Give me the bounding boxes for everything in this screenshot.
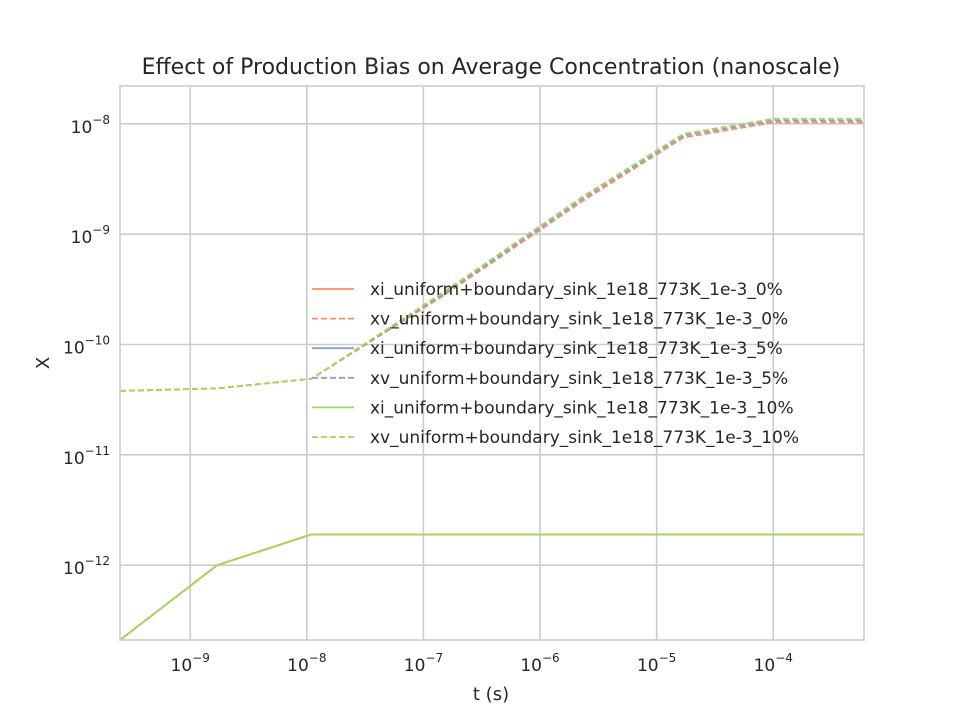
legend: xi_uniform+boundary_sink_1e18_773K_1e-3_…: [312, 280, 799, 448]
x-tick-label: 10−7: [404, 651, 443, 676]
x-tick-label: 10−8: [287, 651, 326, 676]
series-line-6: [119, 117, 864, 392]
y-tick-label: 10−8: [71, 113, 110, 138]
y-tick-label: 10−9: [71, 223, 110, 248]
x-axis-label: t (s): [473, 684, 509, 705]
x-tick-label: 10−5: [637, 651, 676, 676]
plot-series: [119, 117, 864, 641]
legend-label: xi_uniform+boundary_sink_1e18_773K_1e-3_…: [370, 339, 783, 359]
y-tick-label: 10−12: [63, 554, 110, 579]
grid-lines: [120, 86, 864, 640]
chart-title: Effect of Production Bias on Average Con…: [142, 55, 841, 80]
y-tick-labels: 10−12 10−11 10−10 10−9 10−8: [63, 113, 110, 579]
y-tick-label: 10−11: [63, 444, 110, 469]
x-tick-label: 10−9: [171, 651, 210, 676]
y-tick-label: 10−10: [63, 333, 110, 358]
legend-label: xi_uniform+boundary_sink_1e18_773K_1e-3_…: [370, 398, 794, 418]
x-tick-label: 10−6: [520, 651, 559, 676]
y-axis-label: X: [33, 357, 54, 369]
legend-label: xv_uniform+boundary_sink_1e18_773K_1e-3_…: [370, 428, 799, 448]
legend-label: xi_uniform+boundary_sink_1e18_773K_1e-3_…: [370, 280, 783, 300]
x-tick-label: 10−4: [754, 651, 793, 676]
legend-label: xv_uniform+boundary_sink_1e18_773K_1e-3_…: [370, 310, 788, 330]
series-line-5: [119, 533, 864, 641]
legend-label: xv_uniform+boundary_sink_1e18_773K_1e-3_…: [370, 369, 788, 389]
plot-frame: [119, 85, 865, 641]
x-tick-labels: 10−9 10−8 10−7 10−6 10−5 10−4: [171, 651, 793, 676]
